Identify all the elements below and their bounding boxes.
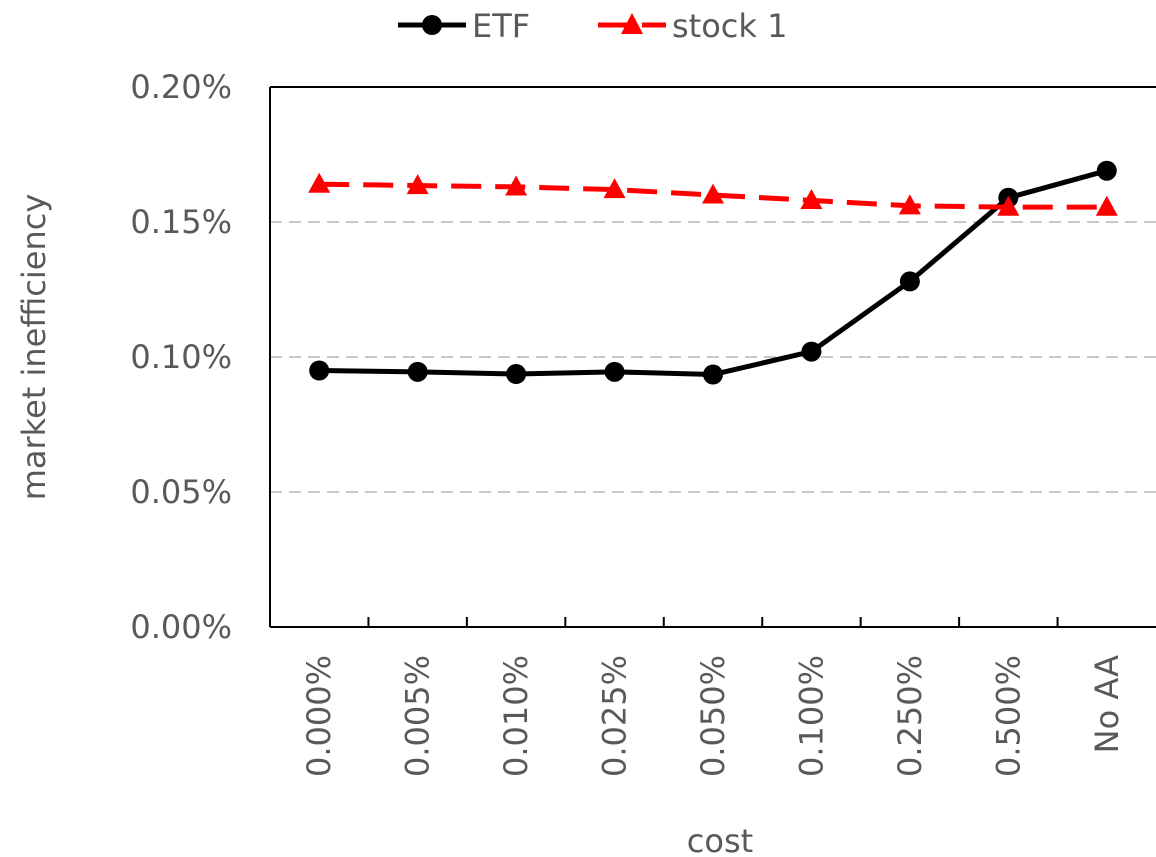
data-point <box>603 178 626 199</box>
legend-marker <box>422 15 442 35</box>
x-tick-label: 0.005% <box>399 655 437 777</box>
data-point <box>1096 160 1117 181</box>
data-point <box>407 361 428 382</box>
data-point <box>997 195 1020 216</box>
x-tick-label: 0.100% <box>792 655 830 777</box>
data-point <box>899 271 920 292</box>
legend: ETF stock 1 <box>398 7 787 45</box>
x-tick-label: 0.050% <box>694 655 732 777</box>
data-point <box>308 172 331 193</box>
y-tick-label: 0.15% <box>130 203 232 241</box>
y-tick-label: 0.05% <box>130 473 232 511</box>
x-tick-label: 0.500% <box>989 655 1027 777</box>
y-tick-label: 0.10% <box>130 338 232 376</box>
plot-area <box>269 86 1156 628</box>
y-tick-label: 0.20% <box>130 68 232 106</box>
x-tick-label: No AA <box>1088 655 1126 753</box>
x-tick-label: 0.010% <box>497 655 535 777</box>
y-tick-label: 0.00% <box>130 608 232 646</box>
x-axis-ticks: 0.000% 0.005% 0.010% 0.025% 0.050% 0.100% 0.25… <box>300 617 1126 777</box>
data-point <box>309 360 330 381</box>
data-point <box>898 194 921 215</box>
y-axis-label: market inefficiency <box>15 194 53 501</box>
data-point <box>505 175 528 196</box>
data-point <box>604 361 625 382</box>
data-point <box>506 364 527 385</box>
legend-marker <box>621 13 643 34</box>
data-point <box>800 189 823 209</box>
data-point <box>801 341 822 362</box>
series-layer <box>308 160 1118 385</box>
data-point <box>703 364 723 385</box>
x-tick-label: 0.000% <box>300 655 338 777</box>
x-tick-label: 0.025% <box>596 655 634 777</box>
x-tick-label: 0.250% <box>891 655 929 777</box>
legend-label: stock 1 <box>672 7 787 45</box>
legend-label: ETF <box>472 7 530 45</box>
data-point <box>406 174 429 195</box>
x-axis-label: cost <box>687 822 753 857</box>
gridlines <box>270 221 1156 493</box>
data-point <box>1095 195 1118 216</box>
data-point <box>702 183 724 204</box>
y-axis-ticks: 0.00% 0.05% 0.10% 0.15% 0.20% <box>130 68 232 646</box>
